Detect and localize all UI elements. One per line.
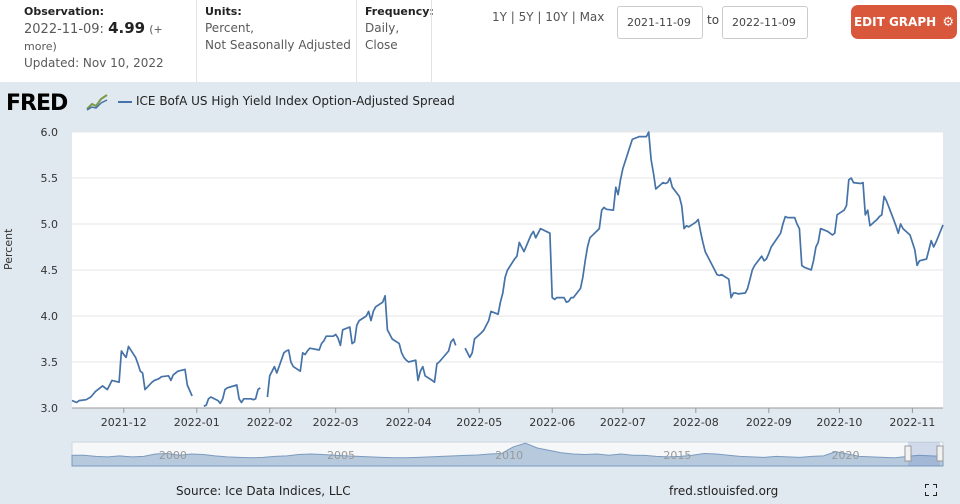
observation-date: 2022-11-09: bbox=[24, 22, 104, 37]
units-line1: Percent, bbox=[205, 21, 254, 35]
divider bbox=[431, 0, 432, 82]
x-tick-label: 2022-01 bbox=[174, 416, 220, 429]
y-tick-label: 3.0 bbox=[41, 402, 59, 415]
header-bar: Observation: 2022-11-09: 4.99 (+ more) U… bbox=[0, 0, 960, 82]
observation-more-link-2[interactable]: more) bbox=[24, 40, 57, 53]
y-tick-label: 4.5 bbox=[41, 264, 59, 277]
x-tick-label: 2022-10 bbox=[816, 416, 862, 429]
series-line[interactable] bbox=[266, 294, 457, 398]
range-10y[interactable]: 10Y bbox=[545, 10, 568, 24]
navigator-label: 2010 bbox=[495, 449, 523, 462]
x-tick-label: 2022-06 bbox=[529, 416, 575, 429]
navigator-series bbox=[71, 442, 944, 467]
date-to-input[interactable]: 2022-11-09 bbox=[722, 6, 808, 39]
navigator-label: 2000 bbox=[159, 449, 187, 462]
y-tick-label: 4.0 bbox=[41, 310, 59, 323]
date-from-input[interactable]: 2021-11-09 bbox=[617, 6, 703, 39]
range-1y[interactable]: 1Y bbox=[492, 10, 507, 24]
x-tick-label: 2022-02 bbox=[247, 416, 293, 429]
x-tick-label: 2022-03 bbox=[313, 416, 359, 429]
observation-label: Observation: bbox=[24, 5, 105, 18]
series-line[interactable] bbox=[464, 131, 944, 359]
fred-logo[interactable]: FRED bbox=[6, 91, 68, 116]
navigator-selection[interactable] bbox=[908, 442, 940, 466]
frequency-line2: Close bbox=[365, 38, 398, 52]
updated-date: Updated: Nov 10, 2022 bbox=[24, 56, 164, 70]
y-tick-label: 5.5 bbox=[41, 172, 59, 185]
x-tick-label: 2022-09 bbox=[746, 416, 792, 429]
frequency-line1: Daily, bbox=[365, 21, 400, 35]
x-tick-label: 2022-07 bbox=[600, 416, 646, 429]
legend-line-icon bbox=[118, 100, 132, 103]
y-axis-label: Percent bbox=[2, 228, 15, 270]
units-line2: Not Seasonally Adjusted bbox=[205, 38, 351, 52]
frequency-label: Frequency: bbox=[365, 5, 434, 18]
edit-graph-button[interactable]: EDIT GRAPH ⚙ bbox=[851, 5, 957, 39]
gear-icon: ⚙ bbox=[942, 15, 955, 30]
navigator-label: 2015 bbox=[663, 449, 691, 462]
x-tick-label: 2022-08 bbox=[673, 416, 719, 429]
source-text: Source: Ice Data Indices, LLC bbox=[176, 484, 351, 498]
x-tick-label: 2022-11 bbox=[889, 416, 935, 429]
fred-chart-icon bbox=[86, 93, 108, 111]
x-tick-label: 2022-04 bbox=[386, 416, 432, 429]
y-tick-label: 5.0 bbox=[41, 218, 59, 231]
navigator-label: 2005 bbox=[327, 449, 355, 462]
navigator-handle[interactable] bbox=[904, 445, 912, 462]
navigator-handle[interactable] bbox=[936, 445, 944, 462]
site-link[interactable]: fred.stlouisfed.org bbox=[669, 484, 779, 498]
range-max[interactable]: Max bbox=[579, 10, 605, 24]
y-tick-label: 6.0 bbox=[41, 126, 59, 139]
x-tick-label: 2021-12 bbox=[101, 416, 147, 429]
observation-more-link[interactable]: (+ bbox=[149, 23, 163, 36]
date-to-label: to bbox=[707, 13, 720, 27]
navigator-label: 2020 bbox=[831, 449, 859, 462]
range-5y[interactable]: 5Y bbox=[518, 10, 534, 24]
legend-label: ICE BofA US High Yield Index Option-Adju… bbox=[136, 94, 455, 108]
fullscreen-icon[interactable] bbox=[925, 484, 937, 496]
observation-number: 4.99 bbox=[108, 19, 146, 37]
chart-legend: ICE BofA US High Yield Index Option-Adju… bbox=[118, 94, 455, 108]
line-chart[interactable]: 3.0 3.5 4.0 4.5 5.0 5.5 6.0 2021-12 2022-01 2022-… bbox=[0, 118, 960, 472]
series-line[interactable] bbox=[203, 384, 261, 407]
units-panel: Units: Percent, Not Seasonally Adjusted bbox=[196, 0, 356, 82]
x-tick-label: 2022-05 bbox=[456, 416, 502, 429]
edit-graph-label: EDIT GRAPH bbox=[853, 15, 937, 29]
observation-value: 2022-11-09: 4.99 (+ bbox=[24, 20, 194, 38]
observation-panel: Observation: 2022-11-09: 4.99 (+ more) U… bbox=[24, 0, 194, 82]
frequency-panel: Frequency: Daily, Close bbox=[356, 0, 434, 82]
series-line[interactable] bbox=[71, 345, 193, 404]
y-tick-label: 3.5 bbox=[41, 356, 59, 369]
units-label: Units: bbox=[205, 5, 242, 18]
range-selector: 1Y | 5Y | 10Y | Max bbox=[492, 10, 605, 24]
